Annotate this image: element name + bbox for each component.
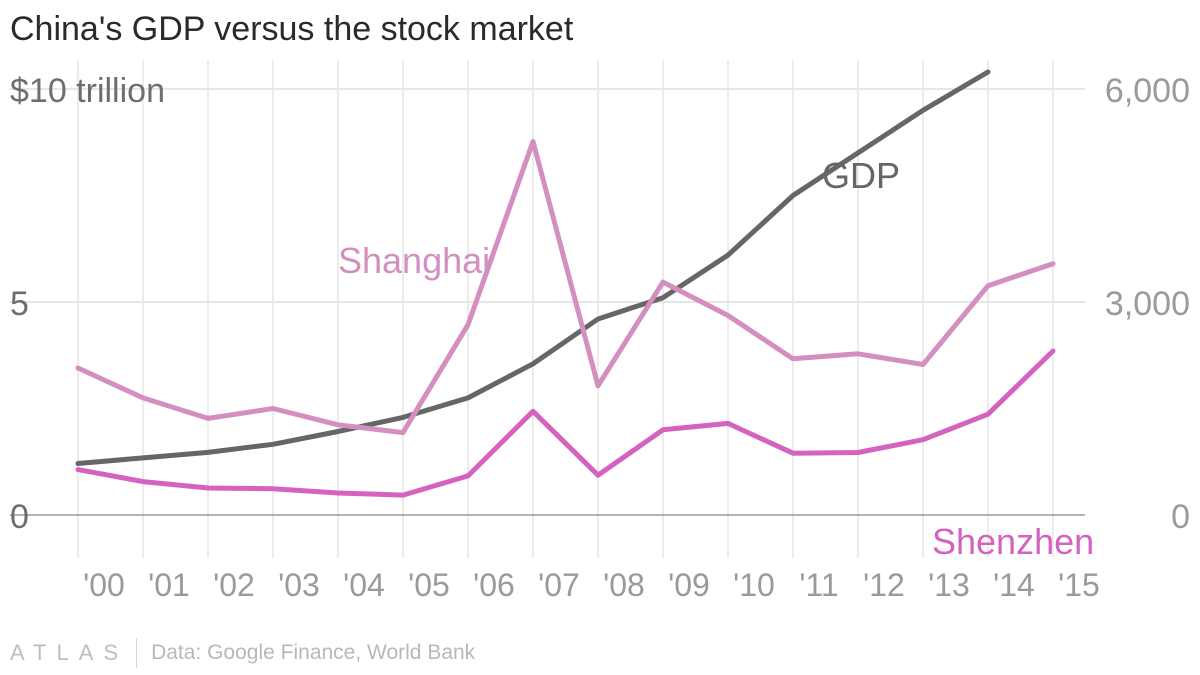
x-axis-tick-label: '02 [213,567,255,603]
x-axis-tick-label: '04 [343,567,385,603]
data-source: Data: Google Finance, World Bank [151,641,476,664]
right-axis-tick-label: 3,000 [1105,285,1190,323]
x-axis-tick-label: '11 [799,567,838,603]
x-axis-tick-label: '07 [538,567,580,603]
footer-divider [136,638,138,668]
right-axis-tick-label: 0 [1171,498,1190,536]
series-label-gdp: GDP [822,155,900,196]
series-label-shanghai: Shanghai [338,240,490,281]
x-axis-tick-label: '09 [668,567,710,603]
series-line-gdp [75,69,991,466]
left-axis-tick-label: $10 trillion [10,72,165,110]
x-axis-tick-label: '06 [473,567,515,603]
left-axis-tick-label: 5 [10,285,29,323]
x-axis-tick-label: '05 [408,567,450,603]
atlas-logo: ATLAS [10,640,129,665]
x-axis-tick-label: '00 [83,567,125,603]
x-axis-tick-label: '15 [1058,567,1100,603]
footer: ATLAS Data: Google Finance, World Bank [10,638,475,668]
series-label-shenzhen: Shenzhen [932,521,1094,562]
x-axis-tick-label: '13 [928,567,970,603]
x-axis-tick-label: '14 [993,567,1035,603]
axis-labels: 0 5 $10 trillion 0 3,000 6,000 '00 '01 '02 '03 '04… [10,72,1190,603]
right-axis-tick-label: 6,000 [1105,72,1190,110]
x-axis-tick-label: '10 [733,567,775,603]
series-line-shanghai [75,139,1056,436]
left-axis-tick-label: 0 [10,498,29,536]
series-labels: GDP Shanghai Shenzhen [338,155,1094,562]
x-axis-tick-label: '03 [278,567,320,603]
series-line-shenzhen [75,348,1056,498]
chart-title: China's GDP versus the stock market [10,10,574,48]
data-series [75,69,1056,498]
x-axis-tick-label: '01 [148,567,190,603]
x-axis-tick-label: '12 [863,567,905,603]
x-axis-tick-label: '08 [603,567,645,603]
